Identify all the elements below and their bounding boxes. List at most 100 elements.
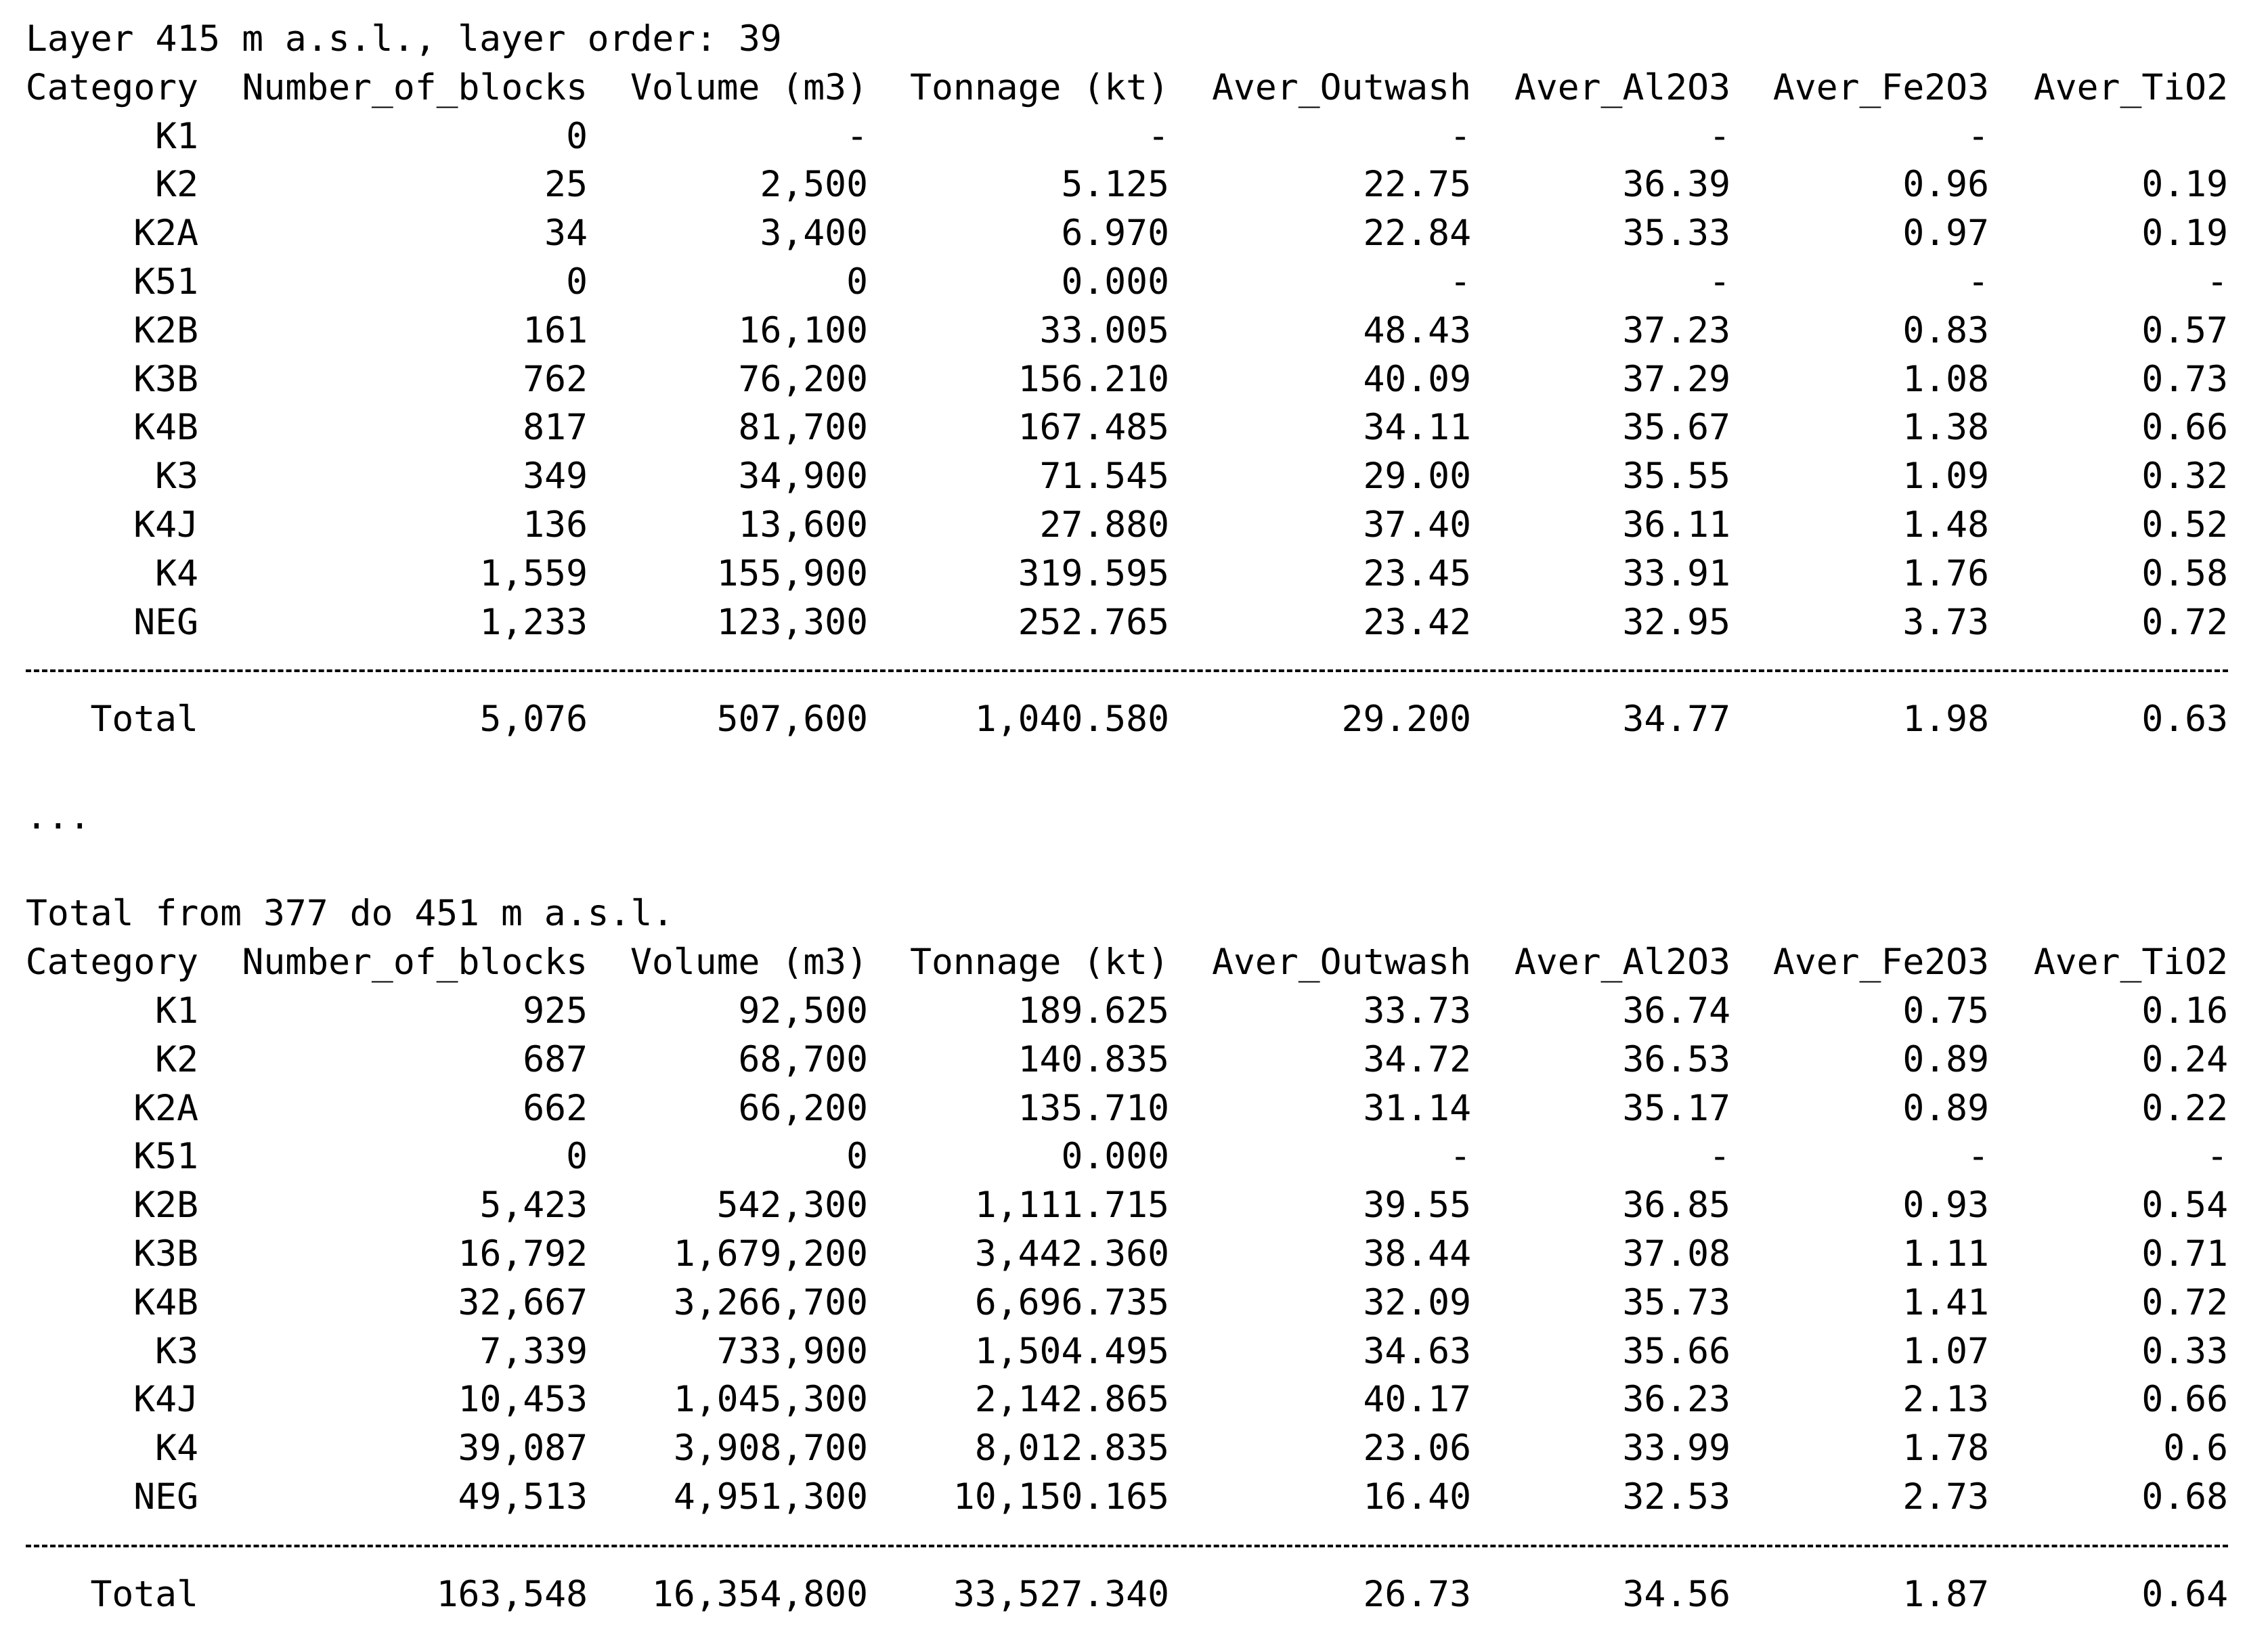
table-cell: -	[1449, 115, 1471, 157]
table-cell: K51	[133, 1136, 198, 1178]
table-cell: 6.970	[1061, 213, 1169, 255]
table-cell: 319.595	[1018, 552, 1169, 594]
table-cell: 140.835	[1018, 1038, 1169, 1080]
table-cell: 33.91	[1622, 552, 1730, 594]
table-cell: 0.54	[2141, 1185, 2228, 1227]
table-cell: 36.53	[1622, 1038, 1730, 1080]
table-cell: K1	[155, 115, 198, 157]
total-cell: Total	[90, 1573, 198, 1615]
total-cell: 1.87	[1902, 1573, 1989, 1615]
table-cell: -	[1967, 1136, 1989, 1178]
table-cell: -	[1449, 261, 1471, 303]
total-cell: 29.200	[1341, 699, 1471, 741]
table-cell: 1.11	[1902, 1233, 1989, 1275]
table-cell: 189.625	[1018, 990, 1169, 1032]
table-cell: 48.43	[1363, 309, 1471, 351]
table-cell: 32.09	[1363, 1281, 1471, 1323]
table-cell: 37.40	[1363, 504, 1471, 546]
table-cell: K4B	[133, 407, 198, 449]
column-header: Volume (m3)	[630, 942, 868, 984]
table-cell: K3	[155, 456, 198, 498]
table-cell: 349	[523, 456, 588, 498]
total-cell: 163,548	[436, 1573, 588, 1615]
table-cell: 733,900	[716, 1330, 868, 1372]
table-cell: 0.19	[2141, 213, 2228, 255]
table-cell: 155,900	[716, 552, 868, 594]
column-header: Volume (m3)	[630, 66, 868, 108]
table-cell: 0.58	[2141, 552, 2228, 594]
table-cell: K3B	[133, 1233, 198, 1275]
table-cell: 4,951,300	[673, 1476, 868, 1518]
table-cell: 10,453	[458, 1379, 588, 1421]
table-cell: K4B	[133, 1281, 198, 1323]
table-cell: 34.11	[1363, 407, 1471, 449]
table-cell: 0.000	[1061, 1136, 1169, 1178]
table-cell: 817	[523, 407, 588, 449]
table-cell: -	[2206, 261, 2228, 303]
table-cell: 0.93	[1902, 1185, 1989, 1227]
table-cell: 66,200	[738, 1087, 868, 1129]
table-cell: 0.22	[2141, 1087, 2228, 1129]
table-cell: 36.11	[1622, 504, 1730, 546]
column-header: Aver_TiO2	[2033, 66, 2228, 108]
column-header: Category	[25, 66, 198, 108]
table-cell: 39,087	[458, 1428, 588, 1470]
table-cell: -	[1709, 261, 1730, 303]
table-cell: 0.71	[2141, 1233, 2228, 1275]
table-cell: 34.72	[1363, 1038, 1471, 1080]
table-cell: K2A	[133, 1087, 198, 1129]
table-cell: 40.17	[1363, 1379, 1471, 1421]
table-cell: K2	[155, 1038, 198, 1080]
table-cell: 1.76	[1902, 552, 1989, 594]
column-header: Aver_Fe2O3	[1772, 66, 1989, 108]
table-cell: 35.73	[1622, 1281, 1730, 1323]
table-cell: 1,233	[479, 601, 588, 643]
table-cell: 0.57	[2141, 309, 2228, 351]
table-cell: 3,908,700	[673, 1428, 868, 1470]
table-cell: K4J	[133, 1379, 198, 1421]
column-header: Aver_Al2O3	[1514, 942, 1730, 984]
table-cell: 23.42	[1363, 601, 1471, 643]
table-cell: 0	[566, 261, 588, 303]
table-cell: 34	[544, 213, 588, 255]
table-cell: 0.32	[2141, 456, 2228, 498]
table-cell: 0.33	[2141, 1330, 2228, 1372]
table-cell: 32.95	[1622, 601, 1730, 643]
ellipsis: ...	[26, 795, 91, 837]
table-cell: 25	[544, 164, 588, 206]
table-cell: 35.66	[1622, 1330, 1730, 1372]
table-cell: 156.210	[1018, 358, 1169, 400]
table-cell: 1,111.715	[974, 1185, 1169, 1227]
table-cell: 167.485	[1018, 407, 1169, 449]
table-cell: 0.6	[2163, 1428, 2228, 1470]
table-cell: 0.16	[2141, 990, 2228, 1032]
table-cell: 0.66	[2141, 1379, 2228, 1421]
table-cell: 16.40	[1363, 1476, 1471, 1518]
table-cell: 0	[846, 261, 868, 303]
table-cell: 8,012.835	[974, 1428, 1169, 1470]
table-cell: 39.55	[1363, 1185, 1471, 1227]
table-cell: -	[1709, 1136, 1730, 1178]
total-cell: 1.98	[1902, 699, 1989, 741]
table-cell: 1,045,300	[673, 1379, 868, 1421]
table-cell: K3	[155, 1330, 198, 1372]
table-cell: 136	[523, 504, 588, 546]
table-cell: K4J	[133, 504, 198, 546]
table-cell: 0.000	[1061, 261, 1169, 303]
table-cell: 7,339	[479, 1330, 588, 1372]
table-cell: 31.14	[1363, 1087, 1471, 1129]
table-cell: NEG	[133, 1476, 198, 1518]
table-cell: -	[1967, 115, 1989, 157]
table-cell: 38.44	[1363, 1233, 1471, 1275]
table-cell: 0.97	[1902, 213, 1989, 255]
table-cell: 1.09	[1902, 456, 1989, 498]
column-header: Number_of_blocks	[242, 66, 588, 108]
table-cell: 1.07	[1902, 1330, 1989, 1372]
table-cell: 0.72	[2141, 601, 2228, 643]
table-cell: K2B	[133, 1185, 198, 1227]
table-cell: 5,423	[479, 1185, 588, 1227]
table-cell: 37.23	[1622, 309, 1730, 351]
table-cell: 49,513	[458, 1476, 588, 1518]
total-cell: Total	[90, 699, 198, 741]
table-cell: 13,600	[738, 504, 868, 546]
